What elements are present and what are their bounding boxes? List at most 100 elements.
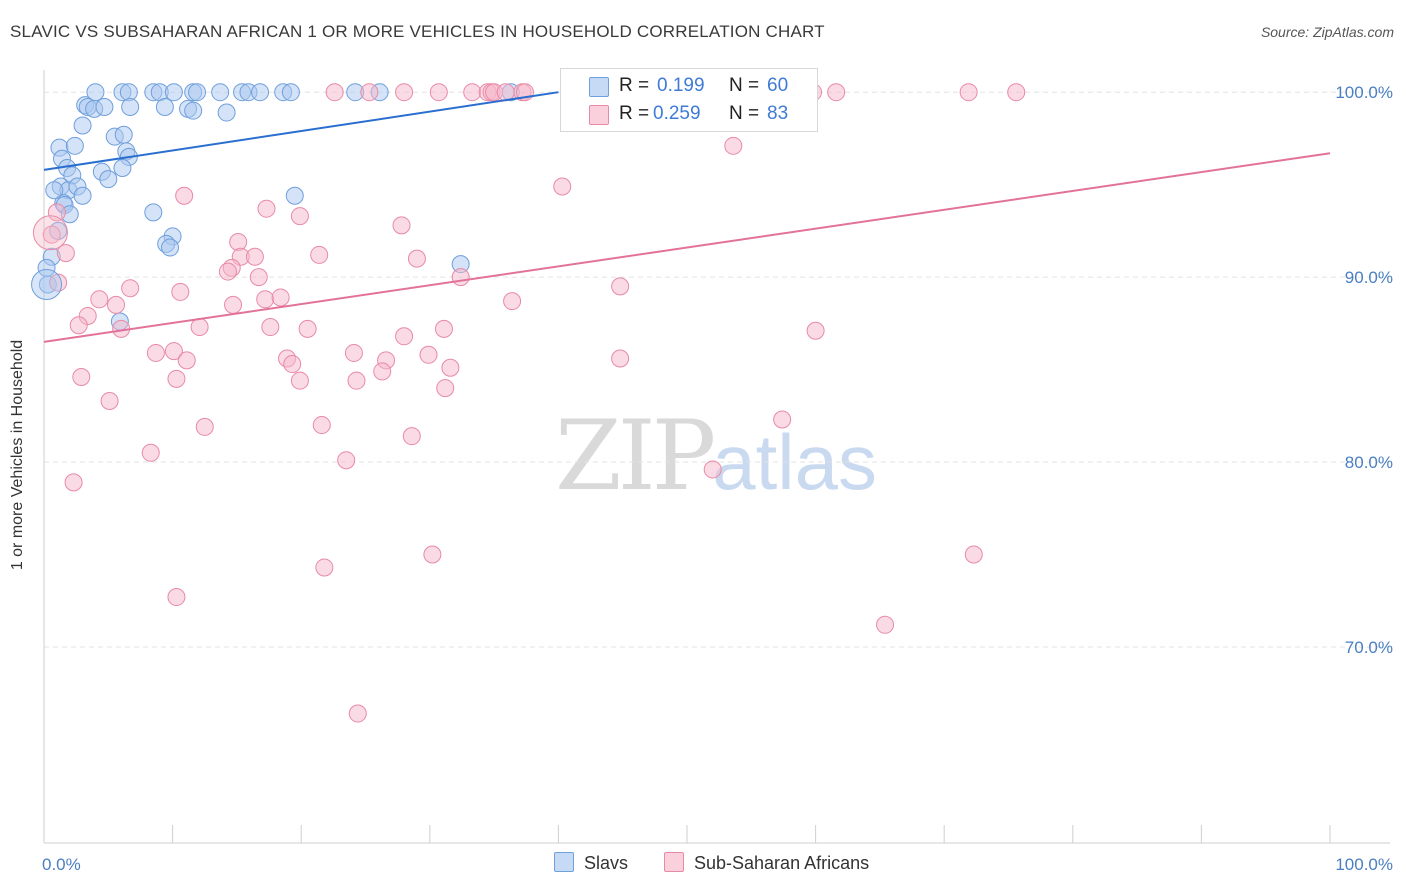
slavs-point xyxy=(161,238,180,257)
africans-point xyxy=(360,83,379,102)
africans-point xyxy=(373,362,392,381)
slavs-point xyxy=(114,125,133,144)
africans-point xyxy=(49,273,68,292)
slavs-point xyxy=(144,203,163,222)
africans-point xyxy=(959,83,978,102)
grid-lines xyxy=(44,91,1390,648)
legend-n-value: 60 xyxy=(767,75,789,96)
africans-point xyxy=(64,473,83,492)
legend-item-africans[interactable]: Sub-Saharan Africans xyxy=(664,852,869,874)
africans-point xyxy=(175,186,194,205)
africans-point-cluster xyxy=(32,215,68,251)
africans-point xyxy=(611,349,630,368)
africans-point xyxy=(806,321,825,340)
africans-point xyxy=(344,343,363,362)
africans-point xyxy=(429,83,448,102)
africans-point xyxy=(177,351,196,370)
africans-point xyxy=(249,268,268,287)
africans-point xyxy=(337,451,356,470)
x-tick-label: 100.0% xyxy=(1335,855,1393,874)
africans-point xyxy=(245,247,264,266)
trend-lines xyxy=(43,91,1331,343)
y-tick-label: 70.0% xyxy=(1345,638,1393,657)
africans-point xyxy=(503,292,522,311)
africans-trend-line xyxy=(43,152,1331,343)
africans-point xyxy=(423,545,442,564)
africans-point xyxy=(392,216,411,235)
slavs-point xyxy=(121,97,140,116)
legend-n-label: N = xyxy=(729,75,760,96)
africans-point xyxy=(395,83,414,102)
africans-point xyxy=(434,319,453,338)
legend-r-label: R = xyxy=(619,103,650,124)
slavs-point xyxy=(251,83,270,102)
africans-point xyxy=(876,615,895,634)
legend-n-label: N = xyxy=(729,103,760,124)
chart-title: SLAVIC VS SUBSAHARAN AFRICAN 1 OR MORE V… xyxy=(10,22,825,41)
africans-point xyxy=(100,392,119,411)
africans-point xyxy=(164,342,183,361)
africans-point xyxy=(195,417,214,436)
slavs-trend-line xyxy=(43,91,559,171)
legend-label-africans: Sub-Saharan Africans xyxy=(694,853,870,873)
slavs-point xyxy=(155,97,174,116)
africans-point xyxy=(146,343,165,362)
slavs-point xyxy=(73,186,92,205)
slavs-point xyxy=(217,103,236,122)
africans-point xyxy=(56,244,75,263)
slavs-point xyxy=(95,97,114,116)
legend-r-value: 0.199 xyxy=(657,75,705,96)
legend-swatch-slavs xyxy=(554,852,574,872)
x-tick-label: 0.0% xyxy=(42,855,81,874)
africans-point xyxy=(171,282,190,301)
africans-point xyxy=(310,245,329,264)
slavs-point xyxy=(285,186,304,205)
axes xyxy=(43,70,1390,844)
y-axis-label: 1 or more Vehicles in Household xyxy=(9,339,26,571)
africans-point xyxy=(283,355,302,374)
slavs-point xyxy=(164,83,183,102)
africans-point xyxy=(190,318,209,337)
y-tick-label: 100.0% xyxy=(1335,83,1393,102)
data-points xyxy=(31,83,1026,723)
africans-point xyxy=(773,410,792,429)
africans-point xyxy=(315,558,334,577)
africans-point xyxy=(257,199,276,218)
legend-item-slavs[interactable]: Slavs xyxy=(554,852,628,874)
africans-point xyxy=(402,427,421,446)
legend-swatch-africans xyxy=(664,852,684,872)
legend-r-value: 0.259 xyxy=(653,103,701,124)
slavs-point xyxy=(45,181,64,200)
africans-point xyxy=(436,379,455,398)
africans-point xyxy=(229,232,248,251)
legend-row-slavs: R = 0.199 N = 60 xyxy=(561,72,817,100)
slavs-point xyxy=(99,170,118,189)
legend-swatch-africans xyxy=(589,105,609,125)
slavs-point-cluster xyxy=(31,269,63,301)
slavs-point xyxy=(73,116,92,135)
legend-row-africans: R = 0.259 N = 83 xyxy=(561,100,817,128)
y-tick-label: 90.0% xyxy=(1345,268,1393,287)
legend-swatch-slavs xyxy=(589,77,609,97)
africans-point xyxy=(256,290,275,309)
africans-point xyxy=(224,295,243,314)
slavs-point xyxy=(281,83,300,102)
africans-point xyxy=(271,288,290,307)
africans-point xyxy=(1007,83,1026,102)
africans-point xyxy=(107,295,126,314)
africans-point xyxy=(47,203,66,222)
slavs-point xyxy=(113,159,132,178)
africans-point xyxy=(90,290,109,309)
tick-labels: 100.0% 90.0% 80.0% 70.0% 0.0% 100.0% xyxy=(42,83,1393,874)
legend-r-label: R = xyxy=(619,75,650,96)
africans-point xyxy=(167,588,186,607)
africans-point xyxy=(441,358,460,377)
africans-point xyxy=(312,416,331,435)
africans-point xyxy=(298,319,317,338)
africans-point xyxy=(290,371,309,390)
africans-point xyxy=(611,277,630,296)
legend-label-slavs: Slavs xyxy=(584,853,629,873)
y-tick-label: 80.0% xyxy=(1345,453,1393,472)
source-label: Source: ZipAtlas.com xyxy=(1260,24,1394,40)
